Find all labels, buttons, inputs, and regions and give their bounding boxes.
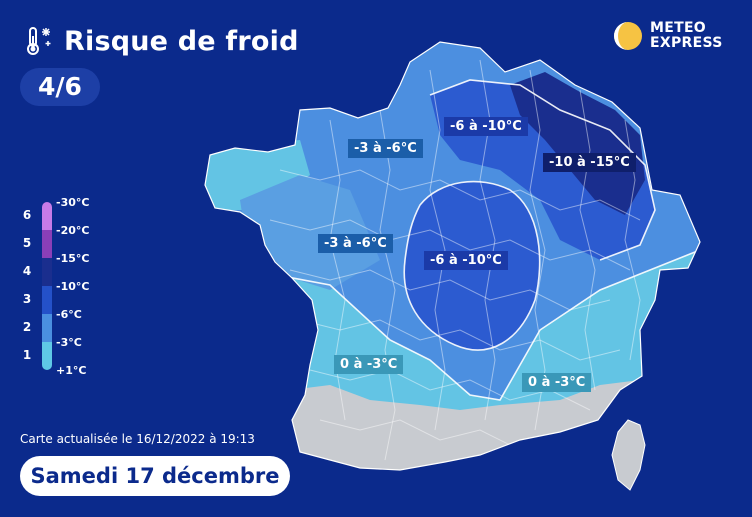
legend-level-4: 4 xyxy=(22,264,32,278)
legend-temp: -6°C xyxy=(56,308,82,321)
brand-line1: METEO xyxy=(650,20,707,36)
zone-label-northeast: -10 à -15°C xyxy=(543,153,636,172)
legend-segment-5 xyxy=(42,230,52,258)
zone-label-southeast: 0 à -3°C xyxy=(522,373,592,392)
zone-label-northwest: -3 à -6°C xyxy=(348,139,423,158)
sun-moon-logo-icon xyxy=(614,22,642,50)
legend-level-2: 2 xyxy=(22,320,32,334)
brand-line2: EXPRESS xyxy=(650,35,723,51)
legend-level-3: 3 xyxy=(22,292,32,306)
page-title: Risque de froid xyxy=(64,25,299,57)
header: Risque de froid xyxy=(22,24,299,58)
legend-segment-3 xyxy=(42,286,52,314)
risk-level-badge: 4/6 xyxy=(20,68,100,106)
legend: 6 5 4 3 2 1 -30°C -20°C -15°C -10°C -6°C… xyxy=(20,196,110,377)
corsica xyxy=(611,419,646,491)
legend-segment-6 xyxy=(42,202,52,230)
update-timestamp: Carte actualisée le 16/12/2022 à 19:13 xyxy=(20,432,255,446)
legend-level-6: 6 xyxy=(22,208,32,222)
zone-northeast-darkest xyxy=(510,72,645,215)
legend-segment-1 xyxy=(42,342,52,370)
zone-label-west: -3 à -6°C xyxy=(318,234,393,253)
france-outline xyxy=(204,41,701,471)
legend-temp: +1°C xyxy=(56,364,87,377)
legend-segment-2 xyxy=(42,314,52,342)
legend-color-bar xyxy=(42,202,52,370)
legend-temp: -3°C xyxy=(56,336,82,349)
legend-temp: -15°C xyxy=(56,252,90,265)
thermometer-snow-icon xyxy=(27,27,51,55)
legend-segment-4 xyxy=(42,258,52,286)
zone-label-southwest: 0 à -3°C xyxy=(334,355,404,374)
legend-level-5: 5 xyxy=(22,236,32,250)
zone-label-central: -6 à -10°C xyxy=(424,251,508,270)
brand-logo: METEO EXPRESS xyxy=(612,20,723,52)
legend-level-1: 1 xyxy=(22,348,32,362)
legend-temp: -20°C xyxy=(56,224,90,237)
forecast-date-pill: Samedi 17 décembre xyxy=(20,456,290,496)
legend-temp: -30°C xyxy=(56,196,90,209)
zone-label-north-central: -6 à -10°C xyxy=(444,117,528,136)
legend-temp: -10°C xyxy=(56,280,90,293)
